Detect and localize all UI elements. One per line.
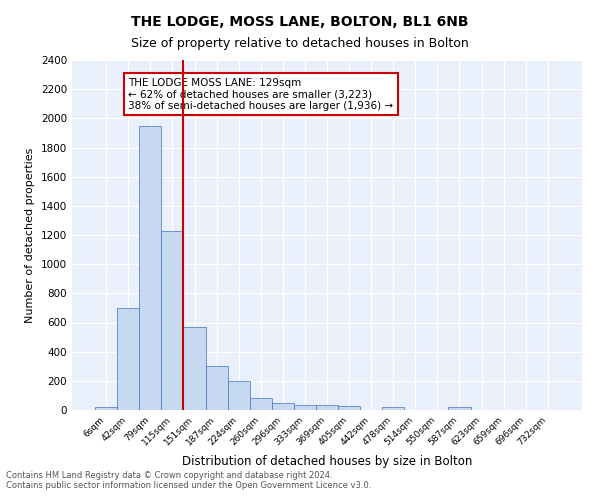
Bar bbox=[117, 308, 139, 410]
Text: Size of property relative to detached houses in Bolton: Size of property relative to detached ho… bbox=[131, 38, 469, 51]
Bar bbox=[206, 366, 227, 410]
Bar bbox=[272, 404, 294, 410]
Bar bbox=[139, 126, 161, 410]
Bar bbox=[294, 405, 316, 410]
Bar bbox=[316, 405, 338, 410]
Y-axis label: Number of detached properties: Number of detached properties bbox=[25, 148, 35, 322]
Bar bbox=[382, 407, 404, 410]
Bar bbox=[161, 230, 184, 410]
X-axis label: Distribution of detached houses by size in Bolton: Distribution of detached houses by size … bbox=[182, 456, 472, 468]
Text: Contains HM Land Registry data © Crown copyright and database right 2024.
Contai: Contains HM Land Registry data © Crown c… bbox=[6, 470, 371, 490]
Bar bbox=[95, 407, 117, 410]
Bar bbox=[250, 398, 272, 410]
Bar bbox=[448, 407, 470, 410]
Text: THE LODGE, MOSS LANE, BOLTON, BL1 6NB: THE LODGE, MOSS LANE, BOLTON, BL1 6NB bbox=[131, 15, 469, 29]
Bar bbox=[184, 327, 206, 410]
Bar bbox=[227, 381, 250, 410]
Text: THE LODGE MOSS LANE: 129sqm
← 62% of detached houses are smaller (3,223)
38% of : THE LODGE MOSS LANE: 129sqm ← 62% of det… bbox=[128, 78, 394, 110]
Bar bbox=[338, 406, 360, 410]
